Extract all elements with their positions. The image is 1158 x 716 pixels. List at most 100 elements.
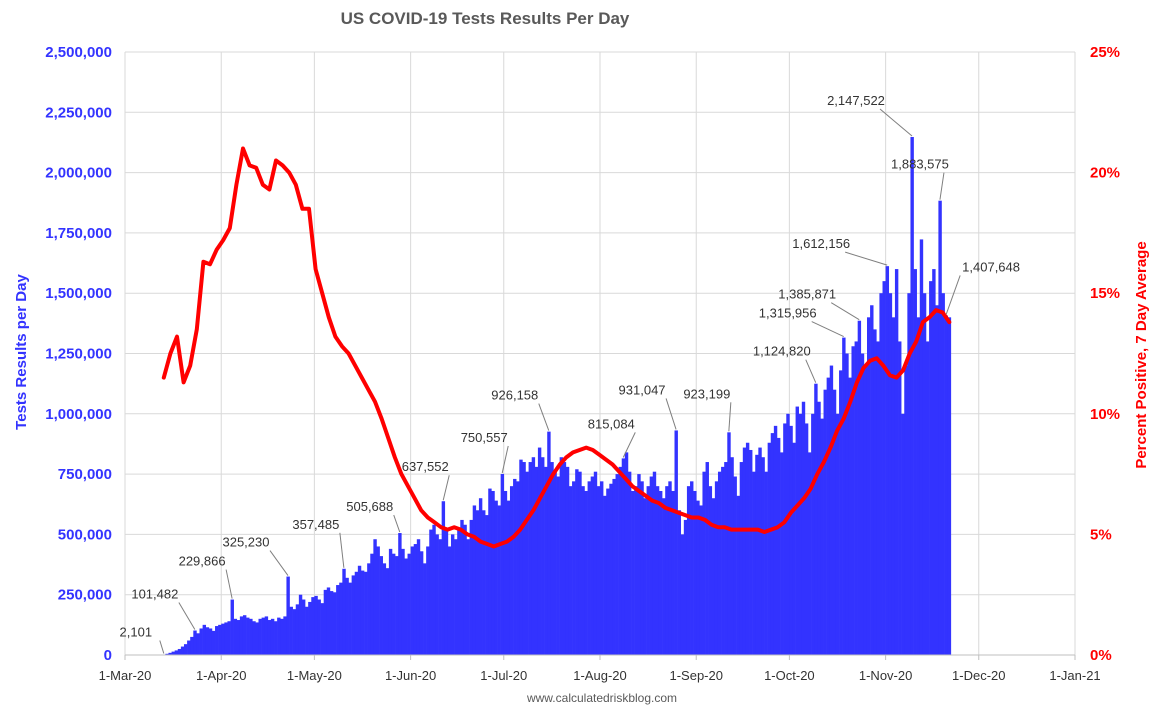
y-tick-label: 1,000,000 [45, 406, 112, 423]
y-tick-label: 0 [104, 647, 112, 664]
bar [680, 534, 685, 655]
bar [652, 471, 657, 655]
bar [339, 582, 343, 655]
bar [367, 563, 371, 655]
bar [478, 498, 483, 655]
bar [519, 459, 523, 655]
y2-tick-label: 0% [1090, 647, 1112, 664]
y-tick-label: 1,750,000 [45, 225, 112, 242]
bar [693, 490, 697, 655]
bar [609, 483, 613, 655]
bar [814, 383, 818, 655]
annotation-label: 357,485 [292, 517, 339, 532]
bar [820, 418, 824, 655]
bar [305, 606, 309, 655]
bar [631, 490, 635, 655]
bar [463, 524, 467, 655]
bar [876, 341, 880, 655]
bar [792, 442, 796, 655]
bar [584, 490, 588, 655]
bar [929, 281, 933, 655]
bar [435, 534, 439, 655]
bar [314, 595, 318, 655]
bar [308, 601, 312, 655]
bar [215, 626, 219, 655]
bar [767, 442, 772, 655]
bar [205, 627, 210, 655]
bar [717, 471, 722, 655]
bar [503, 490, 508, 655]
bar [736, 495, 741, 655]
bar [379, 556, 383, 655]
bar [289, 606, 293, 655]
bar [674, 430, 678, 655]
bar [658, 490, 663, 655]
bar [382, 563, 387, 655]
bar [624, 452, 629, 655]
bar [702, 471, 706, 655]
bar [593, 471, 598, 655]
bar [224, 622, 228, 655]
bar [789, 425, 793, 655]
bar [534, 466, 539, 655]
y-tick-label: 500,000 [58, 526, 112, 543]
bar [360, 570, 365, 655]
annotation-label: 931,047 [619, 382, 666, 397]
bar [174, 650, 179, 655]
bar [320, 603, 324, 655]
bar [516, 481, 520, 655]
bar [460, 519, 464, 655]
bar [839, 370, 843, 655]
bar [233, 618, 238, 655]
y2-tick-label: 15% [1090, 285, 1120, 302]
annotation-label: 1,315,956 [759, 306, 817, 321]
bar [410, 546, 415, 655]
annotation-leader [811, 321, 844, 338]
bar [683, 519, 688, 655]
bar [258, 618, 262, 655]
bar [292, 609, 297, 655]
bar [267, 620, 272, 655]
bar [665, 486, 669, 655]
bar [944, 315, 949, 655]
annotation-label: 1,124,820 [753, 344, 811, 359]
bar [326, 587, 331, 655]
bar [187, 640, 191, 655]
bar [699, 505, 703, 655]
bar [581, 486, 585, 655]
y-axis-left-label: Tests Results per Day [13, 274, 30, 430]
source-note: www.calculatedriskblog.com [526, 691, 677, 705]
bar [565, 466, 570, 655]
bar [286, 576, 290, 655]
bar [395, 556, 399, 655]
bar [544, 466, 548, 655]
bar [947, 317, 952, 655]
bar [600, 481, 604, 655]
bar [866, 317, 871, 655]
bar [208, 628, 213, 655]
bar [345, 577, 349, 655]
bar [531, 457, 536, 655]
annotation-label: 505,688 [346, 499, 393, 514]
chart-title: US COVID-19 Tests Results Per Day [341, 9, 630, 28]
bar [419, 551, 424, 655]
annotation-label: 926,158 [491, 388, 538, 403]
bar [696, 500, 700, 655]
annotation-leader [538, 403, 550, 431]
bar [357, 565, 362, 655]
bar [606, 488, 610, 655]
x-tick-label: 1-Nov-20 [859, 668, 912, 683]
bar [761, 457, 765, 655]
annotation-leader [805, 359, 817, 383]
bar [547, 431, 551, 655]
bar [311, 597, 315, 655]
annotation-label: 229,866 [179, 554, 226, 569]
bar [432, 524, 436, 655]
bar [482, 510, 486, 655]
y-tick-label: 2,500,000 [45, 44, 112, 61]
bar [391, 553, 396, 655]
bar [711, 498, 716, 655]
bar [193, 630, 197, 655]
data-annotations: 2,101 101,482 229,866 325,230 357,485 505,688… [120, 93, 1020, 654]
bar [627, 471, 632, 655]
